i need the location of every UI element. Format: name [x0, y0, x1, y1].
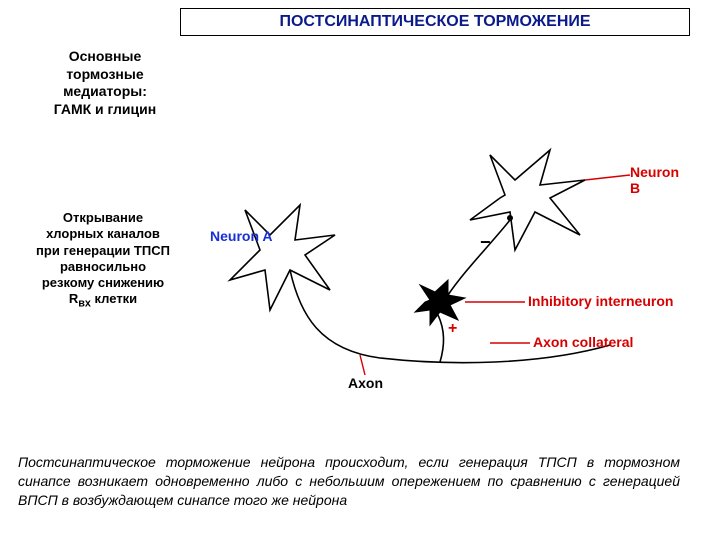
minus-sign: −	[480, 232, 491, 253]
axon-label: Axon	[348, 375, 383, 391]
neuron-a-shape	[230, 205, 335, 310]
block2-l6: Rвх клетки	[18, 291, 188, 311]
channels-block: Открывание хлорных каналов при генерации…	[18, 210, 188, 311]
plus-sign: +	[448, 320, 457, 338]
mediators-block: Основные тормозные медиаторы: ГАМК и гли…	[30, 48, 180, 118]
block1-l4: ГАМК и глицин	[30, 101, 180, 119]
inhibitory-label: Inhibitory interneuron	[528, 293, 673, 309]
block2-l4: равносильно	[18, 259, 188, 275]
collateral-label: Axon collateral	[533, 334, 633, 350]
synapse-knob	[507, 215, 513, 221]
neuron-diagram: Neuron A Neuron B Axon Inhibitory intern…	[190, 140, 690, 400]
title-text: ПОСТСИНАПТИЧЕСКОЕ ТОРМОЖЕНИЕ	[279, 13, 590, 31]
caption-text: Постсинаптическое торможение нейрона про…	[18, 453, 680, 510]
block2-l5: резкому снижению	[18, 275, 188, 291]
axon-collateral-path	[438, 315, 444, 362]
neuron-b-label: Neuron B	[630, 164, 690, 196]
block2-l3: при генерации ТПСП	[18, 243, 188, 259]
block2-l1: Открывание	[18, 210, 188, 226]
block1-l1: Основные	[30, 48, 180, 66]
interneuron-axon	[448, 220, 510, 295]
title-bar: ПОСТСИНАПТИЧЕСКОЕ ТОРМОЖЕНИЕ	[180, 8, 690, 36]
leader-neuron-b	[585, 175, 630, 180]
neuron-a-label: Neuron A	[210, 228, 272, 244]
leader-axon	[360, 355, 365, 375]
block1-l3: медиаторы:	[30, 83, 180, 101]
block2-l2: хлорных каналов	[18, 226, 188, 242]
block1-l2: тормозные	[30, 66, 180, 84]
